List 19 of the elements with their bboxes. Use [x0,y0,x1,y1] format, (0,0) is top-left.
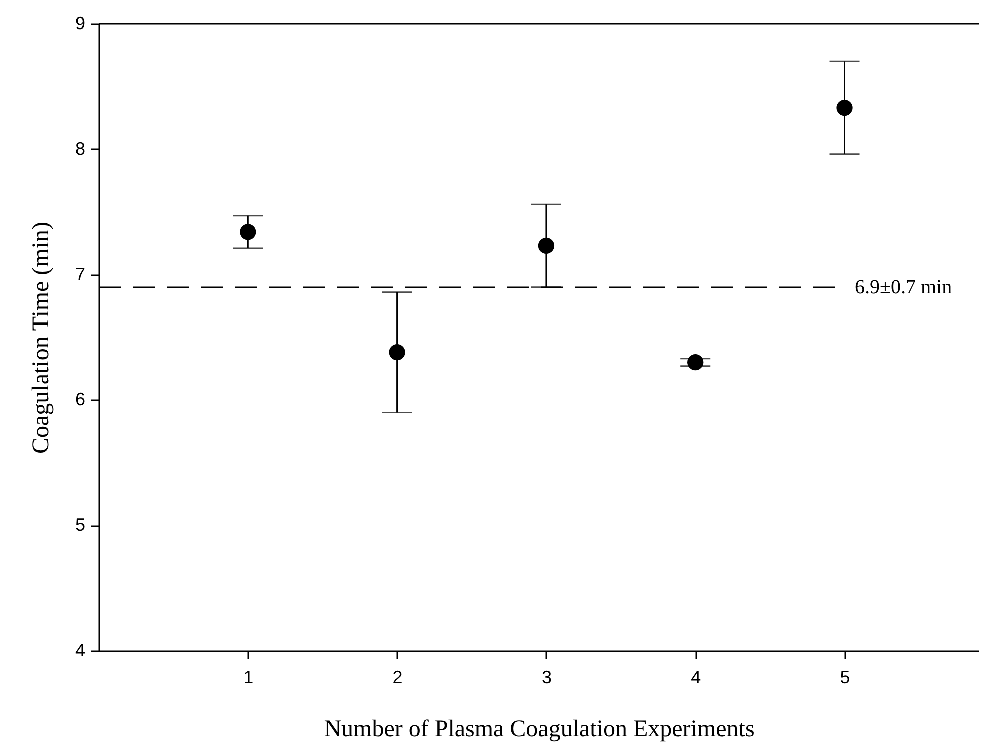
y-tick-label: 7 [75,264,86,284]
point [389,344,406,361]
x-axis-title: Number of Plasma Coagulation Experiments [324,716,755,742]
x-tick-label: 1 [244,668,254,688]
x-tick-label: 5 [840,668,850,688]
point [688,354,704,371]
y-tick-label: 9 [75,14,86,34]
point [240,224,256,240]
x-tick-label: 3 [542,668,552,688]
point [538,238,555,254]
y-tick-label: 5 [75,515,86,536]
ref-line-label: 6.9±0.7 min [855,276,952,298]
point [836,100,853,116]
x-tick-label: 4 [691,668,702,688]
x-tick-label: 2 [392,668,403,688]
y-axis-title: Coagulation Time (min) [28,222,54,454]
y-tick-label: 8 [75,138,86,159]
y-tick-label: 4 [75,640,86,660]
y-tick-label: 6 [75,390,86,410]
